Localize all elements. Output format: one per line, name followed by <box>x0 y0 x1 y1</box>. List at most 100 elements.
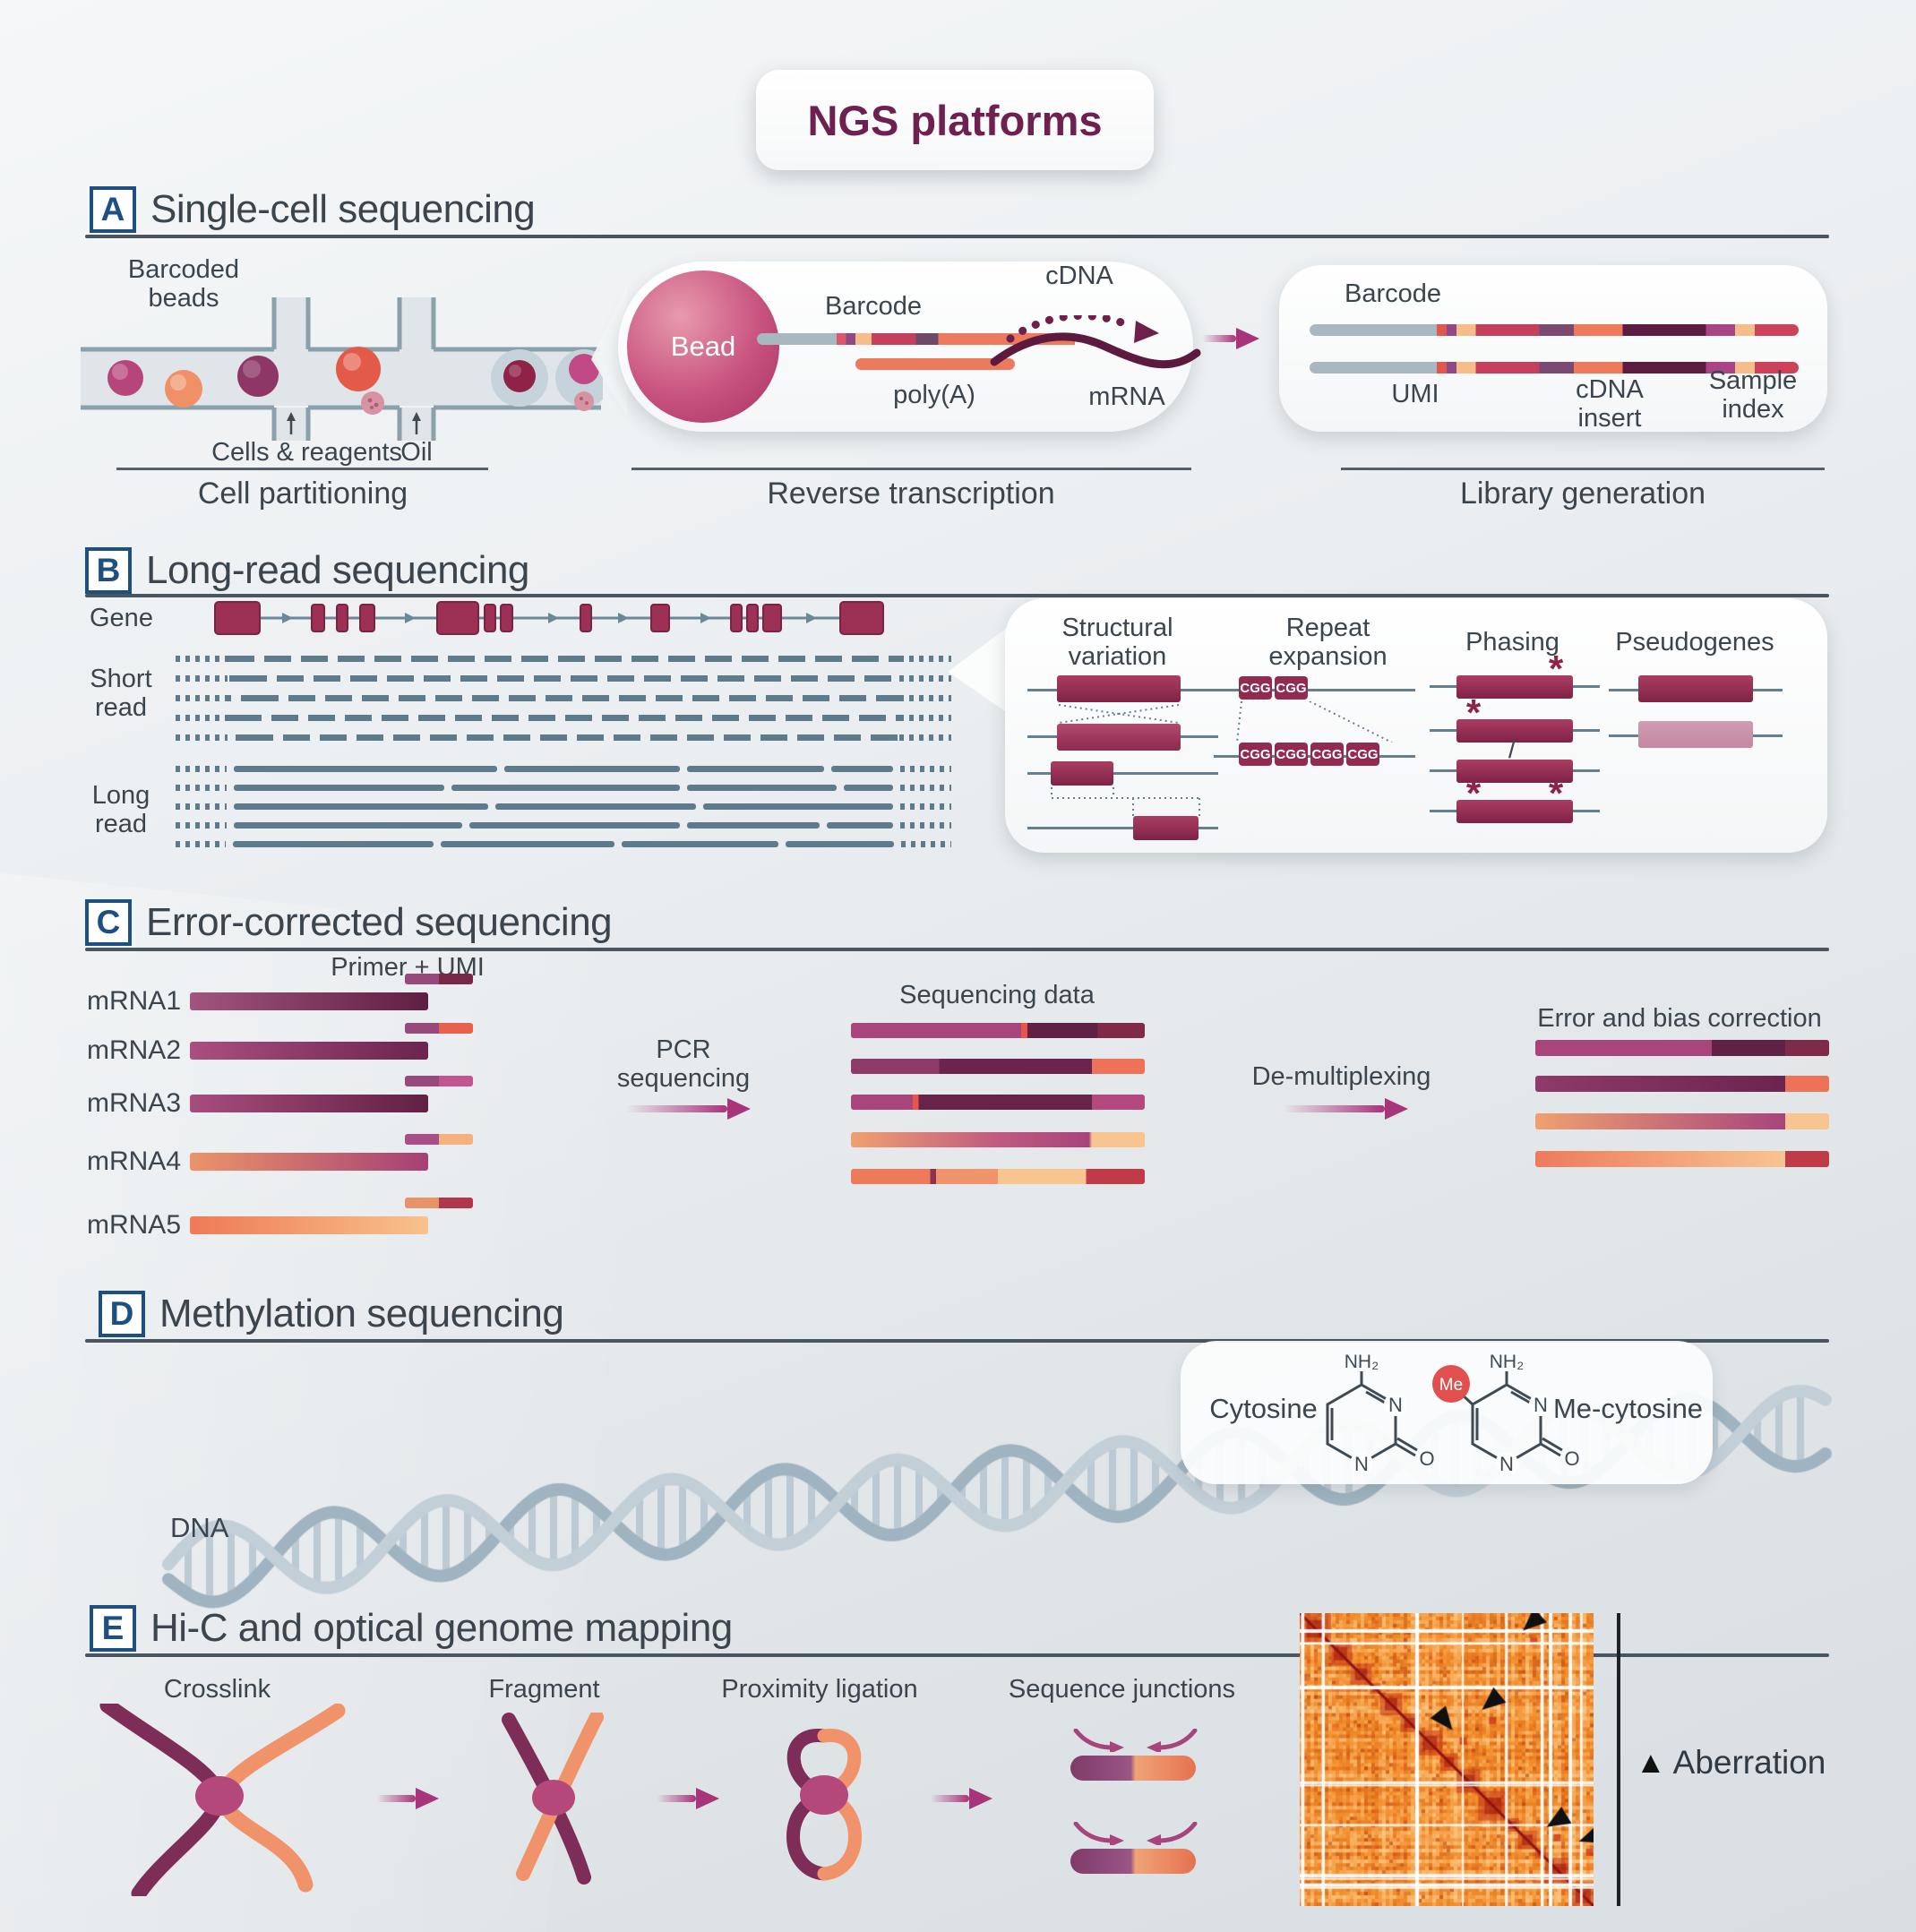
library-generation-caption: Library generation <box>1459 476 1706 511</box>
me-cytosine-label: Me-cytosine <box>1552 1393 1704 1424</box>
bead-maroon <box>107 360 143 396</box>
phase-slash: / <box>1508 734 1516 764</box>
n-label: N <box>1499 1453 1514 1475</box>
sv-bar <box>1057 675 1181 702</box>
phasing-bar <box>1456 800 1573 823</box>
flow-arrow-icon <box>657 1788 719 1809</box>
section-b-title: Long-read sequencing <box>146 548 529 592</box>
long-read-label: Long read <box>91 780 150 838</box>
methyl-group-circle <box>1432 1365 1470 1403</box>
section-d-title: Methylation sequencing <box>159 1292 564 1335</box>
nh2-label: NH₂ <box>1345 1352 1379 1372</box>
methylation-callout-panel <box>1181 1341 1713 1484</box>
methyl-cytosine-structure: Me NH₂ N N O <box>1432 1352 1580 1475</box>
bead-red <box>336 347 381 391</box>
exons <box>214 601 884 635</box>
library-read-1 <box>1310 324 1799 336</box>
primer-umi-bar <box>405 1023 473 1034</box>
phasing-bar <box>1456 719 1573 743</box>
short-read-row <box>176 734 951 741</box>
intron-arrowheads <box>282 613 817 623</box>
flow-arrow-icon <box>1202 328 1259 349</box>
cell-partitioning-caption: Cell partitioning <box>197 476 408 511</box>
section-a-title: Single-cell sequencing <box>150 187 536 231</box>
cytosine-label: Cytosine <box>1209 1393 1318 1424</box>
primer-umi-bar <box>405 974 473 984</box>
droplet-bead <box>503 360 536 392</box>
dna-label: DNA <box>170 1512 229 1543</box>
barcode-strand <box>757 333 1075 345</box>
sv-bar-small <box>1051 761 1113 786</box>
variant-asterisk: * <box>1465 691 1482 734</box>
structural-variation-header: Structural variation <box>1061 613 1173 671</box>
up-arrow-icon <box>412 412 421 434</box>
sequencing-data-label: Sequencing data <box>899 980 1095 1009</box>
poly-a-strand <box>855 358 1015 370</box>
cells-reagents-label: Cells & reagents <box>211 437 402 467</box>
junction-fragment <box>1070 1756 1196 1781</box>
sequencing-read <box>851 1095 1145 1110</box>
mrna-row-label: mRNA5 <box>86 1210 181 1240</box>
mrna-bar <box>190 992 428 1010</box>
cell-partitioning-rule <box>116 468 488 470</box>
long-read-row <box>176 766 951 772</box>
fragment-diagram <box>502 1713 604 1885</box>
corrected-read <box>1535 1151 1829 1167</box>
short-read-row <box>176 675 951 682</box>
sv-translocation-dotted <box>1051 787 1200 816</box>
section-e-title: Hi-C and optical genome mapping <box>150 1606 733 1650</box>
short-read-row <box>176 656 951 662</box>
section-e-letter: E <box>90 1605 136 1652</box>
sv-bar-small <box>1133 816 1199 840</box>
junction-fragment <box>1070 1849 1196 1874</box>
page-title: NGS platforms <box>756 70 1154 170</box>
mrna-label: mRNA <box>1088 382 1165 411</box>
cell <box>361 391 384 415</box>
cgg-box: CGG <box>1310 743 1344 766</box>
bead-purple <box>237 356 279 397</box>
section-a-letter: A <box>90 186 136 233</box>
mrna-row-label: mRNA2 <box>86 1035 181 1065</box>
long-read-row <box>176 803 951 810</box>
crosslink-node <box>800 1775 848 1815</box>
junction-primer-arrows <box>1073 1822 1198 1845</box>
variant-asterisk: * <box>1465 772 1482 814</box>
pseudogene-bar-faded <box>1638 721 1753 748</box>
phasing-header: Phasing <box>1465 627 1559 657</box>
cgg-box: CGG <box>1275 743 1308 766</box>
cgg-box: CGG <box>1275 676 1308 700</box>
sequencing-read <box>851 1132 1145 1147</box>
crosslink-diagram <box>99 1704 346 1896</box>
droplet-bead <box>569 354 599 384</box>
section-a-rule <box>85 235 1829 238</box>
crosslink-node <box>195 1776 244 1816</box>
flow-arrow-icon <box>930 1788 992 1809</box>
library-generation-rule <box>1341 468 1825 470</box>
hic-contact-heatmap <box>1300 1613 1594 1906</box>
phasing-bar <box>1456 675 1573 699</box>
flow-arrow-icon <box>376 1788 439 1809</box>
mrna-row-label: mRNA3 <box>86 1088 181 1118</box>
barcode-label: Barcode <box>824 291 922 321</box>
me-label: Me <box>1439 1376 1463 1395</box>
cdna-label: cDNA <box>1045 261 1113 290</box>
heatmap-axis-line <box>1617 1613 1620 1906</box>
umi-label: UMI <box>1391 379 1439 408</box>
section-b-rule <box>85 594 1829 597</box>
reverse-transcription-caption: Reverse transcription <box>767 476 1055 511</box>
barcoded-beads-label: Barcoded beads <box>127 254 240 313</box>
demultiplexing-label: De-multiplexing <box>1251 1061 1431 1091</box>
section-c-rule <box>85 948 1829 951</box>
mrna-bar <box>190 1095 428 1112</box>
primer-umi-bar <box>405 1134 473 1145</box>
corrected-read <box>1535 1040 1829 1056</box>
cdna-arrowhead-icon <box>1134 321 1159 343</box>
section-c-title: Error-corrected sequencing <box>146 900 613 944</box>
sv-line <box>1027 772 1218 775</box>
short-read-label: Short read <box>90 664 152 722</box>
o-label: O <box>1419 1447 1434 1470</box>
mrna-bar <box>190 1216 428 1234</box>
n-label: N <box>1354 1453 1369 1475</box>
error-bias-label: Error and bias correction <box>1537 1003 1822 1033</box>
